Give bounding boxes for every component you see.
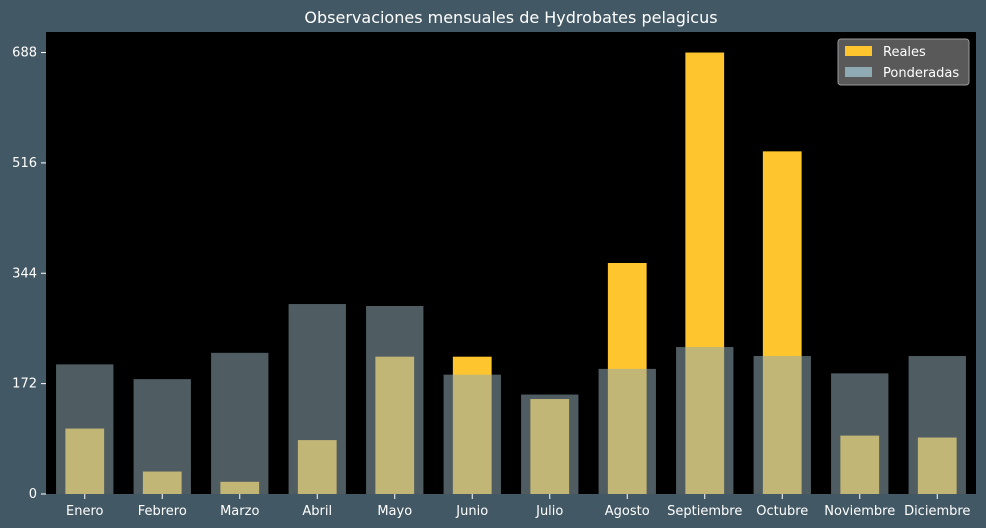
series-ponderadas-bars [56, 304, 966, 494]
x-tick-label: Abril [302, 504, 332, 519]
y-axis: 0 172 344 516 688 [12, 46, 46, 502]
legend-label-reales: Reales [883, 45, 926, 60]
legend-swatch-reales [845, 46, 872, 56]
x-tick-label: Marzo [220, 504, 259, 519]
x-tick-label: Octubre [756, 504, 808, 519]
bar-ponderadas [598, 368, 656, 494]
bar-ponderadas [753, 356, 811, 494]
x-tick-label: Septiembre [667, 504, 742, 519]
x-tick-label: Noviembre [824, 504, 895, 519]
legend-swatch-ponderadas [845, 67, 872, 77]
x-tick-label: Febrero [138, 504, 187, 519]
bar-ponderadas [211, 352, 269, 494]
x-axis: Enero Febrero Marzo Abril Mayo Junio Julio Agos… [66, 494, 970, 519]
y-tick-label: 172 [12, 377, 37, 392]
y-tick-label: 344 [12, 266, 37, 281]
bar-ponderadas [288, 304, 346, 494]
y-tick-label: 0 [29, 487, 37, 502]
legend-label-ponderadas: Ponderadas [883, 66, 959, 81]
bar-ponderadas [366, 305, 424, 494]
y-tick-label: 516 [12, 156, 37, 171]
bar-ponderadas [908, 356, 966, 494]
bar-ponderadas [443, 374, 501, 494]
x-tick-label: Diciembre [904, 504, 970, 519]
plot-area [46, 32, 976, 494]
bar-ponderadas [831, 373, 889, 494]
bar-ponderadas [676, 347, 734, 494]
bar-ponderadas [56, 364, 114, 494]
x-tick-label: Mayo [377, 504, 412, 519]
bar-ponderadas [521, 394, 579, 494]
chart-title: Observaciones mensuales de Hydrobates pe… [304, 8, 717, 27]
x-tick-label: Junio [455, 504, 488, 519]
legend: Reales Ponderadas [837, 38, 970, 86]
x-tick-label: Enero [66, 504, 104, 519]
bar-ponderadas [133, 379, 191, 494]
x-tick-label: Agosto [605, 504, 650, 519]
x-tick-label: Julio [535, 504, 563, 519]
y-tick-label: 688 [12, 46, 37, 61]
